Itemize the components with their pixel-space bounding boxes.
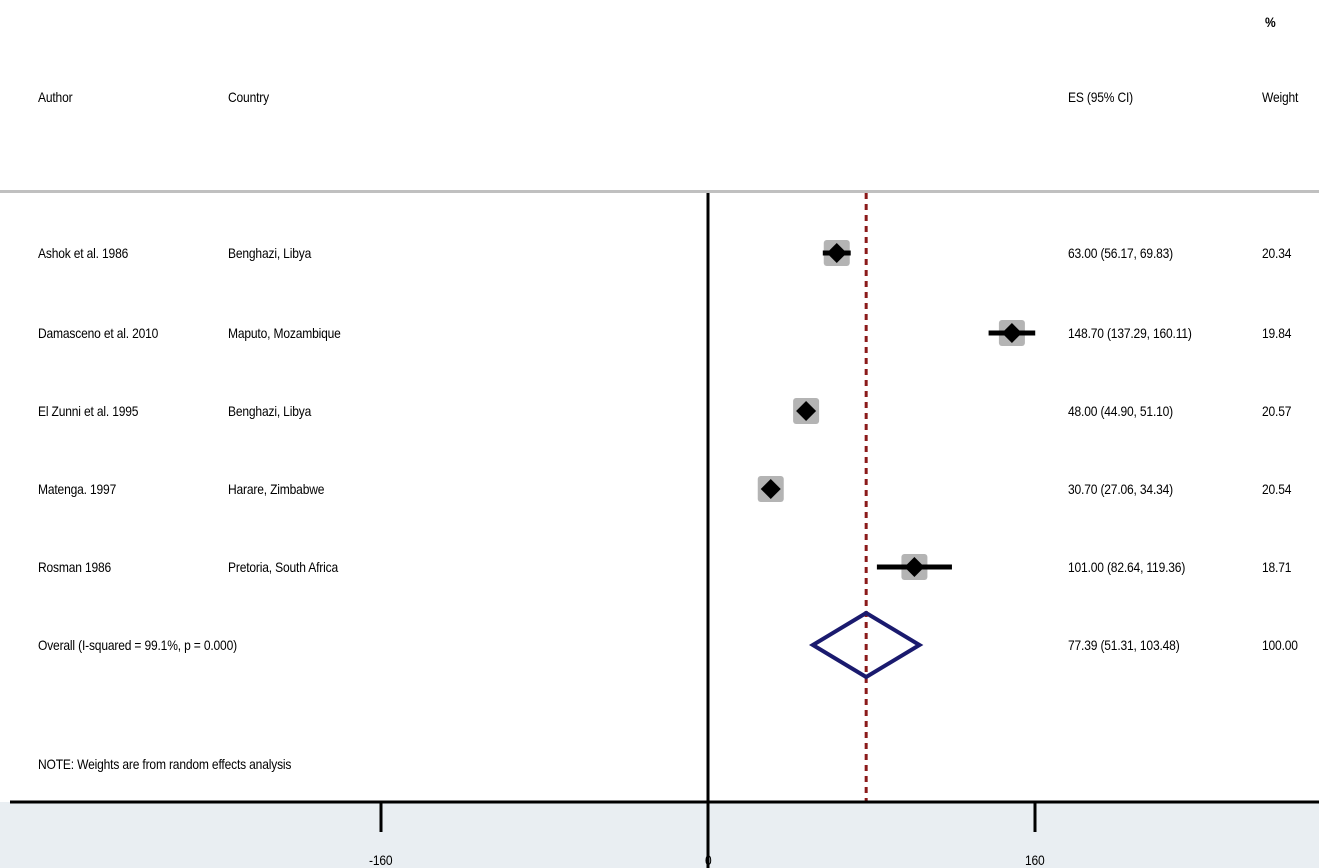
study-weight: 18.71 [1262, 559, 1292, 575]
study-author: Rosman 1986 [38, 559, 112, 575]
x-tick-label: 0 [704, 852, 712, 868]
study-country: Benghazi, Libya [228, 245, 312, 261]
country-column-header: Country [228, 89, 269, 105]
author-column-header: Author [38, 89, 73, 105]
study-author: Matenga. 1997 [38, 481, 117, 497]
study-es-ci: 148.70 (137.29, 160.11) [1068, 325, 1192, 341]
study-weight: 19.84 [1262, 325, 1292, 341]
study-author: El Zunni et al. 1995 [38, 403, 139, 419]
header-separator [0, 190, 1319, 193]
study-weight: 20.34 [1262, 245, 1292, 261]
point-estimate-marker [760, 479, 781, 499]
point-estimate-marker [826, 243, 847, 263]
overall-label: Overall (I-squared = 99.1%, p = 0.000) [38, 637, 237, 653]
point-estimate-marker [1001, 323, 1022, 343]
study-author: Ashok et al. 1986 [38, 245, 129, 261]
overall-es-ci: 77.39 (51.31, 103.48) [1068, 637, 1180, 653]
overall-diamond [808, 610, 924, 680]
point-estimate-marker [796, 401, 817, 421]
x-tick-label: -160 [369, 852, 393, 868]
study-weight: 20.57 [1262, 403, 1292, 419]
study-es-ci: 30.70 (27.06, 34.34) [1068, 481, 1174, 497]
weight-pct-header: % [1265, 14, 1276, 30]
study-country: Benghazi, Libya [228, 403, 312, 419]
study-weight: 20.54 [1262, 481, 1292, 497]
weight-column-header: Weight [1262, 89, 1299, 105]
overall-weight: 100.00 [1262, 637, 1298, 653]
study-es-ci: 101.00 (82.64, 119.36) [1068, 559, 1186, 575]
study-es-ci: 48.00 (44.90, 51.10) [1068, 403, 1174, 419]
study-country: Pretoria, South Africa [228, 559, 338, 575]
study-es-ci: 63.00 (56.17, 69.83) [1068, 245, 1174, 261]
axis-band [0, 802, 1319, 868]
es-column-header: ES (95% CI) [1068, 89, 1134, 105]
study-country: Harare, Zimbabwe [228, 481, 325, 497]
study-country: Maputo, Mozambique [228, 325, 341, 341]
point-estimate-marker [904, 557, 925, 577]
weights-note: NOTE: Weights are from random effects an… [38, 756, 292, 772]
x-tick-label: 160 [1025, 852, 1045, 868]
study-author: Damasceno et al. 2010 [38, 325, 159, 341]
